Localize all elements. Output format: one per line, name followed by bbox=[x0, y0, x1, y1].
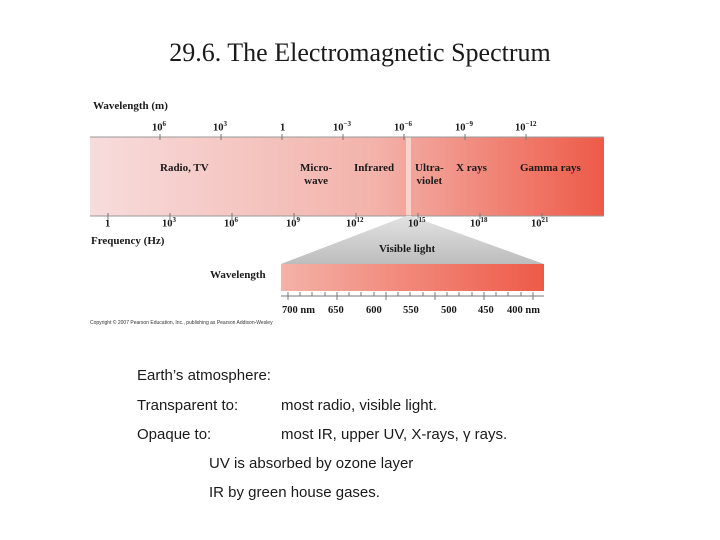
visible-tick: 600 bbox=[366, 305, 382, 316]
band-infrared: Infrared bbox=[354, 162, 395, 174]
visible-tick-marks bbox=[287, 292, 534, 300]
atmosphere-heading: Earth’s atmosphere: bbox=[137, 367, 271, 384]
frequency-tick: 1012 bbox=[346, 216, 364, 230]
frequency-tick: 106 bbox=[224, 216, 238, 230]
visible-tick: 500 bbox=[441, 305, 457, 316]
opaque-label: Opaque to: bbox=[137, 426, 212, 443]
transparent-value: most radio, visible light. bbox=[281, 397, 437, 414]
opaque-value: most IR, upper UV, X-rays, γ rays. bbox=[281, 426, 508, 443]
frequency-tick: 109 bbox=[286, 216, 300, 230]
visible-wedge bbox=[281, 216, 544, 264]
frequency-tick: 103 bbox=[162, 216, 176, 230]
visible-tick: 400 nm bbox=[507, 305, 540, 316]
frequency-tick-marks bbox=[107, 213, 543, 219]
frequency-tick: 1 bbox=[105, 218, 111, 230]
band-gamma-rays: Gamma rays bbox=[520, 162, 581, 174]
wavelength-tick: 103 bbox=[213, 120, 227, 134]
band-x-rays: X rays bbox=[456, 162, 487, 174]
frequency-tick: 1018 bbox=[470, 216, 488, 230]
wavelength-tick-marks bbox=[159, 134, 527, 140]
wavelength-tick: 10−12 bbox=[515, 120, 537, 134]
visible-stripe bbox=[406, 137, 411, 216]
wavelength-tick: 106 bbox=[152, 120, 166, 134]
spectrum-figure: Wavelength (m) 106 103 1 10−3 10−6 10−9 … bbox=[88, 96, 608, 332]
visible-wavelength-label: Wavelength bbox=[210, 269, 266, 281]
wavelength-tick: 10−6 bbox=[394, 120, 412, 134]
wavelength-tick: 10−3 bbox=[333, 120, 351, 134]
band-radio-tv: Radio, TV bbox=[160, 162, 209, 174]
visible-light-label: Visible light bbox=[379, 243, 436, 255]
ir-note: IR by green house gases. bbox=[209, 484, 380, 501]
visible-tick: 450 bbox=[478, 305, 494, 316]
frequency-tick: 1015 bbox=[408, 216, 426, 230]
visible-tick: 700 nm bbox=[282, 305, 315, 316]
visible-tick: 650 bbox=[328, 305, 344, 316]
frequency-tick: 1021 bbox=[531, 216, 549, 230]
spectrum-graphic bbox=[90, 134, 604, 300]
spectrum-band bbox=[90, 137, 604, 216]
visible-band bbox=[281, 264, 544, 291]
band-microwave: Micro-wave bbox=[300, 162, 333, 187]
transparent-label: Transparent to: bbox=[137, 397, 239, 414]
page-title: 29.6. The Electromagnetic Spectrum bbox=[169, 38, 551, 67]
wavelength-tick: 10−9 bbox=[455, 120, 473, 134]
frequency-axis-label: Frequency (Hz) bbox=[91, 235, 165, 247]
visible-tick: 550 bbox=[403, 305, 419, 316]
uv-note: UV is absorbed by ozone layer bbox=[209, 455, 414, 472]
band-ultraviolet: Ultra-violet bbox=[415, 162, 444, 187]
wavelength-tick: 1 bbox=[280, 122, 286, 134]
copyright-notice: Copyright © 2007 Pearson Education, Inc.… bbox=[90, 320, 273, 326]
wavelength-axis-label: Wavelength (m) bbox=[93, 100, 168, 112]
